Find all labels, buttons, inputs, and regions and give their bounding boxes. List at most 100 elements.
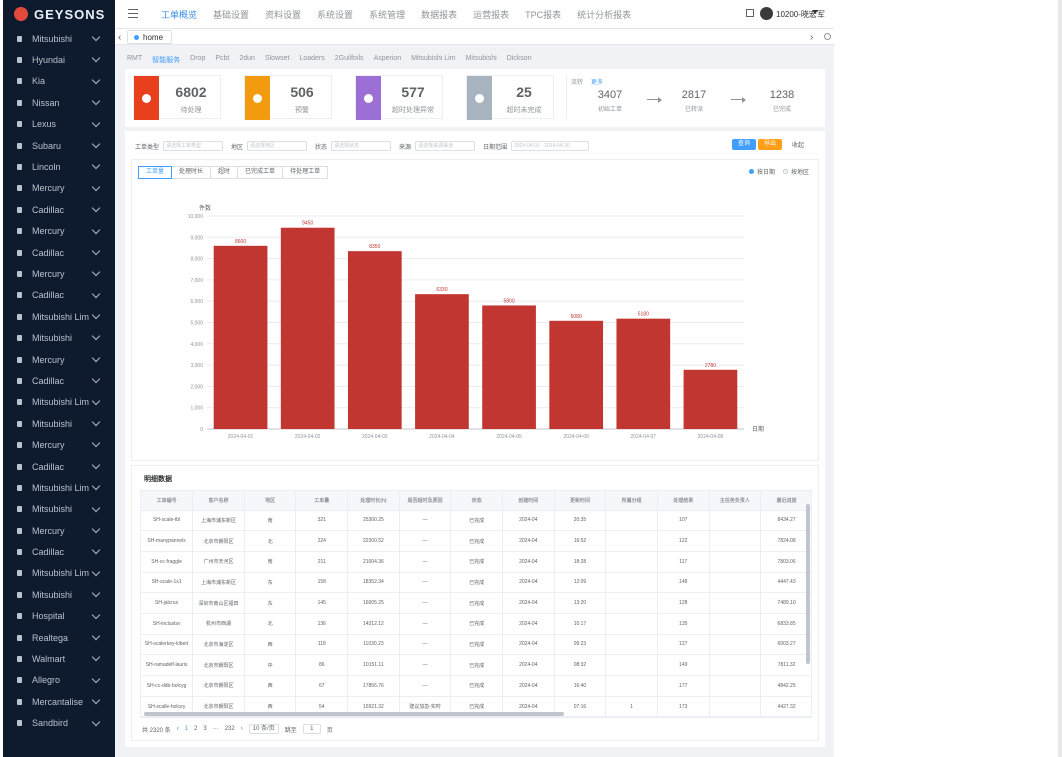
table-header-cell[interactable]: 最近进度 [760, 491, 811, 511]
stat-card[interactable]: 577 超时处理异常 [355, 75, 443, 120]
top-nav-item[interactable]: 基础设置 [213, 10, 250, 20]
legend-option-date[interactable]: 按日期 [749, 167, 775, 176]
table-row[interactable]: SH-inclustsv 杭州市西湖北 136 14312.12— 已完成 2024-04… [141, 613, 811, 635]
sidebar-item[interactable]: Walmart [3, 648, 115, 669]
chevron-left-icon[interactable]: ‹ [176, 726, 179, 732]
sidebar-item[interactable]: Mitsubishi [3, 499, 115, 520]
sidebar-item[interactable]: Cadillac [3, 199, 115, 220]
sub-tab[interactable]: Dickson [506, 55, 532, 62]
sidebar-item[interactable]: Realtega [3, 627, 115, 648]
table-row[interactable]: SH-manypannels 北京市朝阳区北 224 22300.52— 已完成 2024… [141, 530, 811, 552]
sidebar-item[interactable]: Mercury [3, 349, 115, 370]
fullscreen-icon[interactable] [746, 9, 754, 17]
sub-tab[interactable]: Mitsubishi Lim [411, 55, 456, 62]
table-header-cell[interactable]: 处理时长(h) [347, 491, 400, 511]
sidebar-item[interactable]: Mitsubishi Lim [3, 306, 115, 327]
table-row[interactable]: SH-scalle-holcey 北京市朝阳区西 54 15921.32 建议加急-实时… [141, 696, 811, 717]
vertical-scrollbar[interactable] [806, 504, 810, 664]
top-nav-item[interactable]: 数据报表 [421, 10, 458, 20]
goto-input[interactable]: 1 [302, 724, 321, 734]
chart-tab[interactable]: 已完成工单 [237, 166, 284, 179]
top-nav-item[interactable]: 运营报表 [473, 10, 510, 20]
sub-tab[interactable]: Mitsubishi [465, 55, 497, 62]
sidebar-item[interactable]: Cadillac [3, 285, 115, 306]
sidebar-item[interactable]: Mercury [3, 263, 115, 284]
avatar[interactable] [760, 7, 773, 20]
user-name[interactable]: 10200-晓宏军 [776, 10, 825, 19]
table-row[interactable]: SH-scalerkey-kibert 北京市海淀区西 118 11030.23— 已完… [141, 634, 811, 656]
sidebar-item[interactable]: Cadillac [3, 242, 115, 263]
query-button[interactable]: 查询 [732, 139, 756, 150]
close-all-tabs-icon[interactable] [824, 33, 831, 40]
top-nav-item[interactable]: 系统设置 [317, 10, 354, 20]
caret-down-icon[interactable] [812, 10, 818, 14]
pager-page[interactable]: 232 [224, 726, 235, 732]
chevron-right-icon[interactable]: › [810, 32, 814, 43]
pager-page[interactable]: 3 [203, 726, 207, 732]
sub-tab[interactable]: 智能服务 [152, 57, 181, 64]
stat-card[interactable]: 25 超时未完成 [466, 75, 554, 120]
stat-card[interactable]: 506 预警 [244, 75, 332, 120]
sidebar-item[interactable]: Hyundai [3, 49, 115, 70]
table-row[interactable]: SH-cc-ddb-bolcyg 北京市朝阳区西 67 17856.76— 已完成 202… [141, 675, 811, 697]
filter-input[interactable]: 2024-04-01 - 2024-04-30 [511, 141, 590, 151]
sidebar-item[interactable]: Mitsubishi [3, 327, 115, 348]
sidebar-item[interactable]: Mitsubishi [3, 413, 115, 434]
sidebar-item[interactable]: Mitsubishi Lim [3, 392, 115, 413]
table-header-cell[interactable]: 是否超时及原因 [399, 491, 452, 511]
pager-page[interactable]: 2 [194, 726, 198, 732]
sidebar-item[interactable]: Kia [3, 71, 115, 92]
sidebar-item[interactable]: Mercantalise [3, 691, 115, 712]
sidebar-item[interactable]: Mitsubishi [3, 584, 115, 605]
table-header-cell[interactable]: 处理结果 [657, 491, 710, 511]
table-header-cell[interactable]: 创建时间 [502, 491, 555, 511]
table-row[interactable]: SH-cc-fraggle 广州市天河区南 211 21004.36— 已完成 2024-… [141, 551, 811, 573]
top-nav-item[interactable]: 系统管理 [369, 10, 406, 20]
export-button[interactable]: 导出 [758, 139, 782, 150]
flow-more-link[interactable]: 更多 [591, 80, 604, 86]
chevron-left-icon[interactable]: ‹ [118, 32, 122, 43]
sidebar-item[interactable]: Mercury [3, 520, 115, 541]
sub-tab[interactable]: Asperion [373, 55, 402, 62]
table-header-cell[interactable]: 工单编号 [141, 491, 194, 511]
sub-tab[interactable]: Loaders [299, 55, 325, 62]
sidebar-item[interactable]: Mitsubishi Lim [3, 563, 115, 584]
pager-page[interactable]: 1 [184, 726, 189, 732]
sidebar-item[interactable]: Sandbird [3, 713, 115, 734]
sidebar-item[interactable]: Cadillac [3, 541, 115, 562]
chart-tab[interactable]: 超时 [210, 166, 239, 179]
table-row[interactable]: SH-scale-1x1 上海市浦东新区东 158 18352.34— 已完成 2024-… [141, 572, 811, 594]
sub-tab[interactable]: 2dun [239, 55, 255, 62]
sub-tab[interactable]: Pcbt [215, 55, 230, 62]
top-nav-item[interactable]: 统计分析报表 [577, 10, 632, 20]
chart-tab[interactable]: 工单量 [138, 166, 173, 179]
top-nav-item[interactable]: 资料设置 [265, 10, 302, 20]
page-size-select[interactable]: 10 条/页 [248, 724, 279, 734]
sidebar-item[interactable]: Subaru [3, 135, 115, 156]
table-header-cell[interactable]: 地区 [244, 491, 297, 511]
top-nav-item[interactable]: 工单概览 [161, 10, 198, 20]
chart-tab[interactable]: 待处理工单 [282, 166, 329, 179]
filter-input[interactable]: 请选择来源渠道 [415, 141, 476, 151]
table-header-cell[interactable]: 更新时间 [554, 491, 607, 511]
sidebar-item[interactable]: Nissan [3, 92, 115, 113]
chart-tab[interactable]: 处理时长 [171, 166, 212, 179]
chevron-right-icon[interactable]: › [240, 726, 243, 732]
table-header-cell[interactable]: 工单量 [295, 491, 349, 511]
menu-toggle-icon[interactable] [128, 9, 138, 18]
sidebar-item[interactable]: Hospital [3, 606, 115, 627]
sub-tab[interactable]: RMT [127, 55, 143, 62]
top-nav-item[interactable]: TPC报表 [525, 10, 562, 20]
tab-home[interactable]: home [127, 30, 173, 44]
sub-tab[interactable]: Slowset [264, 55, 290, 62]
sidebar-item[interactable]: Mitsubishi Lim [3, 477, 115, 498]
filter-input[interactable]: 请选择状态 [331, 141, 392, 151]
sidebar-item[interactable]: Lexus [3, 114, 115, 135]
filter-input[interactable]: 请选择地区 [247, 141, 308, 151]
pager-page[interactable]: ··· [212, 726, 219, 732]
collapse-filters-button[interactable]: 收起 [792, 143, 805, 149]
sidebar-item[interactable]: Mercury [3, 434, 115, 455]
stat-card[interactable]: 6802 待处理 [133, 75, 221, 120]
sub-tab[interactable]: 2Guilfoils [334, 55, 364, 62]
sidebar-item[interactable]: Lincoln [3, 156, 115, 177]
